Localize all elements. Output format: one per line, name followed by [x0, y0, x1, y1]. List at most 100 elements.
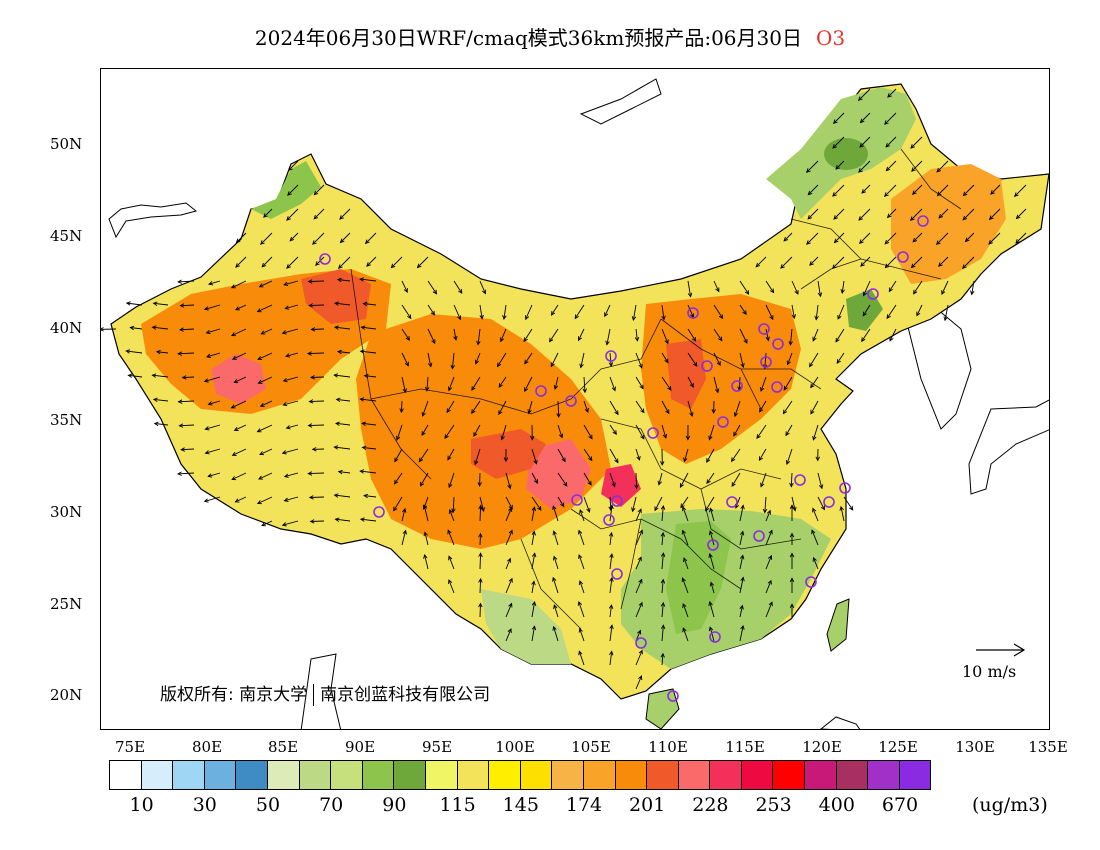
wind-arrow: [447, 530, 455, 546]
wind-arrow: [765, 280, 774, 293]
wind-arrow: [471, 376, 481, 391]
wind-arrow: [451, 352, 455, 369]
wind-arrow-head: [681, 529, 686, 535]
wind-arrow-head: [418, 457, 424, 463]
wind-arrow-head: [660, 578, 666, 584]
wind-arrow: [552, 505, 559, 522]
wind-arrow: [860, 112, 871, 123]
wind-arrow: [661, 653, 664, 666]
wind-arrow-head: [667, 386, 672, 391]
wind-arrow: [261, 328, 273, 335]
wind-arrow: [479, 496, 485, 512]
wind-arrow: [531, 581, 535, 594]
wind-arrow: [448, 579, 455, 594]
lon-tick-105e: 105E: [571, 738, 611, 756]
wind-arrow-head: [404, 361, 409, 367]
wind-arrow-head: [609, 624, 614, 630]
wind-arrow-head: [394, 457, 399, 463]
wind-arrow: [609, 448, 619, 463]
wind-arrow: [153, 398, 169, 402]
wind-arrow-head: [638, 363, 643, 369]
chart-title: 2024年06月30日WRF/cmaq模式36km预报产品:06月30日 O3: [0, 22, 1100, 51]
wind-arrow-head: [527, 409, 532, 415]
wind-arrow: [257, 496, 273, 504]
wind-arrow-head: [447, 455, 452, 461]
wind-arrow: [609, 532, 612, 546]
wind-arrow: [337, 351, 351, 354]
wind-arrow-head: [471, 409, 476, 415]
wind-arrow: [505, 472, 511, 489]
wind-arrow: [360, 398, 377, 402]
wind-arrow-head: [660, 461, 665, 466]
wind-arrow-head: [614, 458, 619, 464]
wind-arrow: [334, 494, 351, 498]
wind-arrow-head: [531, 506, 537, 512]
wind-arrow: [765, 510, 771, 522]
wind-arrow-head: [208, 281, 214, 286]
station-marker: [753, 530, 765, 542]
wind-arrow: [661, 304, 665, 320]
wind-arrow-head: [430, 310, 435, 316]
wind-arrow-head: [176, 471, 182, 476]
wind-arrow-head: [531, 530, 536, 536]
wind-arrow-head: [533, 459, 538, 465]
station-marker: [535, 385, 547, 397]
wind-arrow-head: [310, 375, 315, 380]
wind-arrow: [396, 424, 403, 440]
wind-arrow: [310, 376, 325, 378]
wind-arrow-head: [961, 264, 967, 270]
wind-arrow: [683, 448, 689, 462]
wind-arrow: [401, 328, 410, 341]
wind-arrow: [578, 328, 585, 341]
wind-arrow-head: [206, 353, 211, 358]
wind-arrow-head: [660, 531, 666, 537]
wind-arrow: [553, 626, 559, 642]
wind-arrow-head: [733, 431, 738, 437]
wind-arrow: [453, 280, 463, 294]
wind-arrow-head: [638, 601, 643, 607]
wind-arrow-head: [837, 314, 842, 320]
wind-arrow: [609, 424, 617, 435]
wind-arrow-head: [785, 460, 791, 466]
wind-arrow-head: [261, 522, 266, 527]
wind-arrow-head: [811, 529, 816, 535]
wind-arrow-head: [689, 382, 694, 388]
wind-arrow-head: [448, 508, 453, 514]
wind-arrow: [474, 448, 481, 465]
wind-arrow-head: [664, 358, 669, 364]
wind-arrow: [661, 602, 664, 618]
wind-arrow: [813, 557, 819, 570]
wind-arrow-head: [810, 383, 815, 389]
wind-arrow: [661, 579, 664, 594]
wind-arrow-head: [231, 332, 236, 337]
wind-arrow-head: [769, 315, 774, 321]
wind-arrow: [916, 304, 923, 316]
wind-arrow: [632, 496, 637, 512]
wind-arrow-head: [363, 493, 369, 499]
wind-arrow-head: [508, 577, 513, 583]
wind-arrow: [283, 280, 299, 286]
wind-arrow-head: [311, 447, 317, 452]
wind-arrow: [713, 352, 721, 366]
colorbar-label-50: 50: [255, 794, 281, 816]
wind-arrow-head: [885, 142, 891, 148]
wind-arrow-head: [861, 337, 866, 343]
wind-arrow-head: [502, 315, 507, 320]
wind-arrow-head: [860, 262, 865, 267]
wind-arrow-head: [286, 216, 291, 221]
wind-arrow: [152, 326, 169, 330]
wind-arrow-head: [862, 291, 867, 297]
wind-arrow: [654, 496, 663, 511]
wind-arrow-head: [1015, 214, 1021, 220]
wind-arrow: [858, 208, 871, 221]
wind-arrow: [780, 256, 793, 269]
wind-arrow-head: [760, 386, 765, 392]
wind-arrow: [286, 424, 299, 429]
wind-arrow-head: [839, 505, 844, 511]
colorbar-swatch-15: [582, 760, 616, 790]
wind-reference-arrow: [976, 643, 1026, 657]
wind-arrow: [427, 304, 435, 316]
wind-arrow-head: [578, 650, 583, 656]
wind-arrow-head: [282, 401, 288, 407]
station-marker: [701, 360, 713, 372]
